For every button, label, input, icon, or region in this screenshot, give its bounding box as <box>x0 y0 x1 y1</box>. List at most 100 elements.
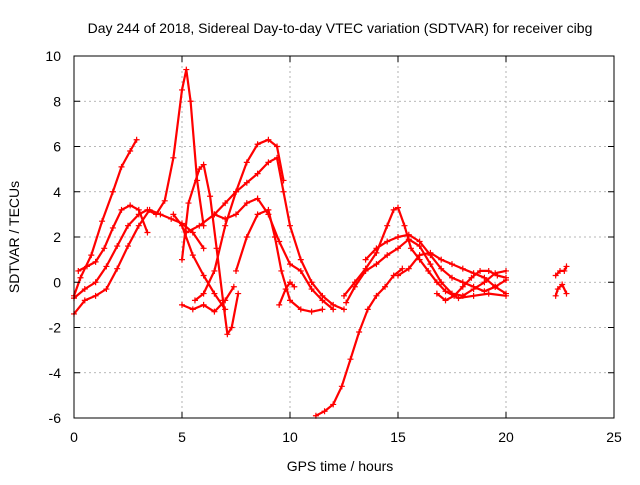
data-point <box>395 234 401 240</box>
y-tick-label: 6 <box>53 139 61 155</box>
data-point <box>449 261 455 268</box>
y-tick-label: 4 <box>53 184 61 200</box>
data-point <box>503 290 509 297</box>
data-point <box>179 222 185 229</box>
data-point <box>384 222 391 229</box>
data-point <box>75 267 82 274</box>
data-point <box>254 170 261 177</box>
data-point <box>146 206 153 213</box>
data-point <box>243 179 250 186</box>
data-point <box>280 188 287 195</box>
data-point <box>83 263 90 270</box>
data-point <box>161 197 168 204</box>
data-point <box>451 292 458 299</box>
data-point <box>407 245 414 252</box>
data-point <box>481 274 488 281</box>
data-point <box>170 154 177 161</box>
chart-title: Day 244 of 2018, Sidereal Day-to-day VTE… <box>88 20 593 36</box>
data-point <box>395 245 401 252</box>
data-point <box>455 295 462 302</box>
data-point <box>468 274 475 281</box>
data-point <box>485 290 492 297</box>
data-point <box>341 306 347 313</box>
data-point <box>287 222 293 229</box>
data-point <box>254 195 261 202</box>
data-point <box>433 290 440 297</box>
data-point <box>427 249 434 256</box>
data-point <box>243 234 250 240</box>
y-tick-label: 2 <box>53 229 61 245</box>
data-point <box>265 159 272 166</box>
data-point <box>494 272 501 279</box>
y-tick-label: 8 <box>53 93 61 109</box>
data-point <box>127 148 134 155</box>
data-point <box>308 308 315 315</box>
data-point <box>373 245 380 252</box>
data-point <box>401 222 408 229</box>
data-point <box>563 263 570 270</box>
data-point <box>211 290 218 297</box>
y-tick-label: -2 <box>49 320 62 336</box>
data-point <box>230 283 237 290</box>
series-arc-10 <box>213 197 335 311</box>
data-point <box>233 188 239 195</box>
data-point <box>213 245 220 252</box>
data-point <box>347 356 354 363</box>
data-point <box>207 193 214 200</box>
y-tick-label: -4 <box>49 365 62 381</box>
data-point <box>319 297 326 304</box>
data-point <box>189 252 196 259</box>
y-tick-label: 10 <box>45 48 61 64</box>
data-point <box>390 206 397 213</box>
data-point <box>127 202 134 209</box>
data-point <box>287 261 293 268</box>
data-point <box>470 292 477 299</box>
data-point <box>222 200 229 207</box>
y-tick-label: 0 <box>53 274 61 290</box>
data-point <box>228 324 235 331</box>
series-arc-11 <box>234 208 324 313</box>
series-arc-5 <box>172 213 227 311</box>
data-point <box>196 166 203 173</box>
grid-layer <box>74 56 614 418</box>
series-arc-8 <box>193 138 285 302</box>
data-point <box>438 279 445 286</box>
data-point <box>125 243 131 250</box>
x-tick-label: 15 <box>390 429 406 445</box>
data-point <box>196 222 203 229</box>
data-point <box>338 383 345 390</box>
data-point <box>135 222 142 229</box>
data-point <box>103 286 110 293</box>
data-point <box>308 279 315 286</box>
data-point <box>373 292 380 299</box>
data-point <box>343 299 350 306</box>
data-point <box>330 401 337 408</box>
data-point <box>351 283 358 290</box>
data-point <box>561 267 568 274</box>
x-tick-label: 25 <box>606 429 622 445</box>
data-point <box>189 229 196 236</box>
data-point <box>442 288 449 295</box>
data-point <box>297 306 304 313</box>
data-point <box>427 261 434 268</box>
data-point <box>144 229 151 236</box>
data-point <box>276 301 283 308</box>
data-point <box>179 301 185 308</box>
series-arc-16 <box>364 233 508 293</box>
series-arc-12 <box>278 281 296 306</box>
data-point <box>319 306 326 313</box>
data-point <box>114 243 121 250</box>
data-point <box>459 283 466 290</box>
data-point <box>179 86 185 93</box>
data-point <box>133 136 140 143</box>
data-point <box>92 292 99 299</box>
data-point <box>222 297 229 304</box>
data-point <box>477 267 484 274</box>
data-point <box>109 188 116 195</box>
data-point <box>554 286 561 293</box>
data-point <box>254 141 261 148</box>
data-point <box>373 261 380 268</box>
data-point <box>274 154 281 161</box>
tick-layer: 0 5 10 15 20 25 -6 -4 -2 0 2 4 6 8 10 <box>45 48 622 445</box>
